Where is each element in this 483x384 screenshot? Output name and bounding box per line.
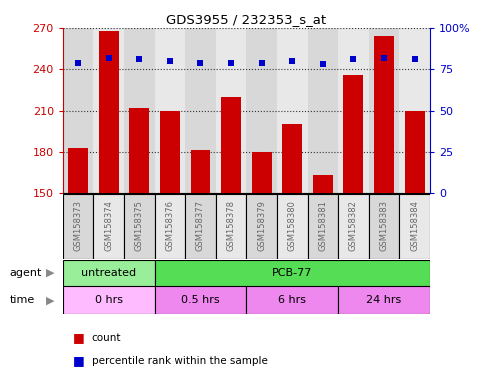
Bar: [399, 28, 430, 193]
Text: ▶: ▶: [46, 295, 55, 305]
Bar: [282, 124, 302, 193]
Bar: [369, 194, 399, 259]
Bar: [216, 28, 246, 193]
Text: 24 hrs: 24 hrs: [367, 295, 401, 305]
Point: [288, 58, 296, 64]
Bar: [405, 111, 425, 193]
Title: GDS3955 / 232353_s_at: GDS3955 / 232353_s_at: [166, 13, 327, 25]
Bar: [246, 28, 277, 193]
Point: [227, 60, 235, 66]
Bar: [338, 28, 369, 193]
Bar: [216, 194, 246, 259]
Point: [135, 56, 143, 63]
Bar: [155, 260, 430, 286]
Point: [319, 61, 327, 68]
Bar: [63, 260, 155, 286]
Bar: [99, 31, 119, 193]
Bar: [374, 36, 394, 193]
Bar: [93, 28, 124, 193]
Text: GSM158381: GSM158381: [318, 200, 327, 251]
Bar: [308, 28, 338, 193]
Bar: [221, 97, 241, 193]
Text: GSM158378: GSM158378: [227, 200, 236, 252]
Bar: [277, 194, 308, 259]
Text: time: time: [10, 295, 35, 305]
Bar: [308, 194, 338, 259]
Text: 0 hrs: 0 hrs: [95, 295, 123, 305]
Bar: [124, 194, 155, 259]
Bar: [185, 28, 216, 193]
Bar: [190, 151, 211, 193]
Bar: [63, 194, 93, 259]
Bar: [155, 194, 185, 259]
Bar: [160, 111, 180, 193]
Text: GSM158383: GSM158383: [380, 200, 388, 252]
Bar: [369, 28, 399, 193]
Bar: [343, 75, 363, 193]
Text: percentile rank within the sample: percentile rank within the sample: [92, 356, 268, 366]
Text: GSM158374: GSM158374: [104, 200, 113, 251]
Bar: [399, 194, 430, 259]
Bar: [68, 148, 88, 193]
Text: PCB-77: PCB-77: [272, 268, 313, 278]
Text: GSM158379: GSM158379: [257, 200, 266, 251]
Text: GSM158373: GSM158373: [73, 200, 83, 252]
Text: untreated: untreated: [81, 268, 136, 278]
Bar: [93, 194, 124, 259]
Bar: [185, 194, 216, 259]
Text: GSM158377: GSM158377: [196, 200, 205, 252]
Text: agent: agent: [10, 268, 42, 278]
Text: GSM158382: GSM158382: [349, 200, 358, 251]
Bar: [129, 108, 149, 193]
Text: GSM158376: GSM158376: [165, 200, 174, 252]
Point: [350, 56, 357, 63]
Point: [197, 60, 204, 66]
Bar: [246, 194, 277, 259]
Bar: [124, 28, 155, 193]
Point: [166, 58, 174, 64]
Text: 0.5 hrs: 0.5 hrs: [181, 295, 220, 305]
Bar: [313, 175, 333, 193]
Bar: [155, 286, 246, 314]
Text: GSM158384: GSM158384: [410, 200, 419, 251]
Point: [411, 56, 418, 63]
Text: GSM158375: GSM158375: [135, 200, 144, 251]
Bar: [252, 152, 271, 193]
Point: [258, 60, 266, 66]
Bar: [246, 286, 338, 314]
Bar: [338, 286, 430, 314]
Text: ■: ■: [72, 354, 84, 367]
Bar: [63, 28, 93, 193]
Text: 6 hrs: 6 hrs: [278, 295, 306, 305]
Text: ■: ■: [72, 331, 84, 344]
Point: [380, 55, 388, 61]
Point: [74, 60, 82, 66]
Point: [105, 55, 113, 61]
Bar: [338, 194, 369, 259]
Bar: [63, 286, 155, 314]
Text: GSM158380: GSM158380: [288, 200, 297, 251]
Text: ▶: ▶: [46, 268, 55, 278]
Bar: [155, 28, 185, 193]
Bar: [277, 28, 308, 193]
Text: count: count: [92, 333, 121, 343]
